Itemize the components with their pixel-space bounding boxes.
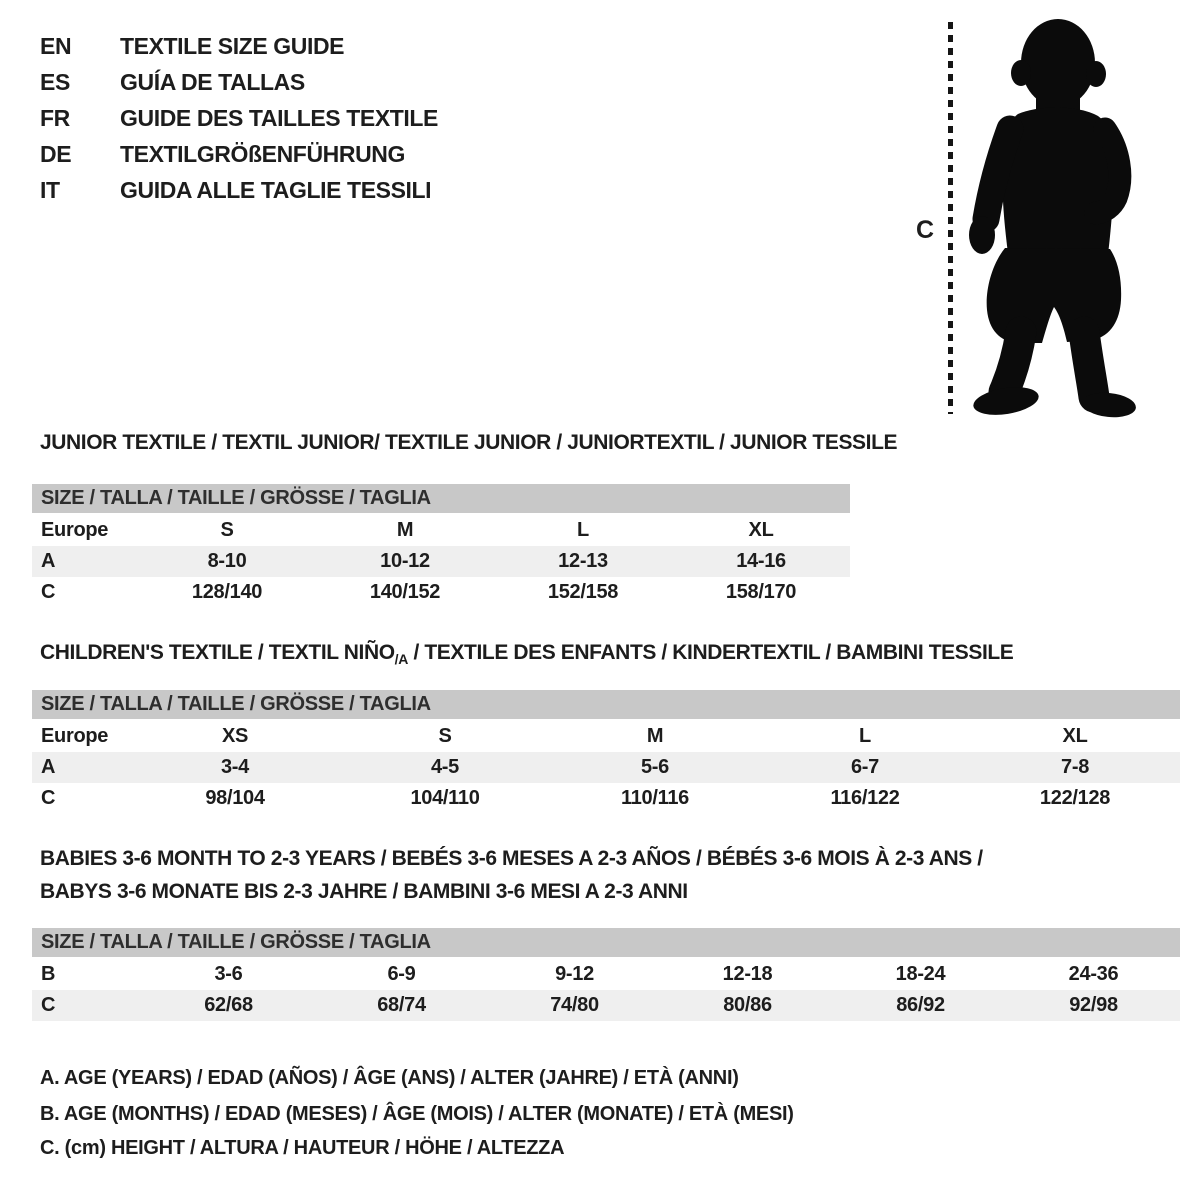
size-bar-label: SIZE / TALLA / TAILLE / GRÖSSE / TAGLIA: [32, 928, 1180, 959]
size-bar-row: SIZE / TALLA / TAILLE / GRÖSSE / TAGLIA: [32, 484, 851, 515]
table-cell: 110/116: [621, 787, 689, 809]
language-code: FR: [40, 105, 70, 131]
table-row: C 128/140 140/152 152/158 158/170: [32, 577, 850, 608]
language-title: GUÍA DE TALLAS: [120, 69, 305, 95]
table-cell: 104/110: [410, 787, 480, 809]
language-title: GUIDA ALLE TAGLIE TESSILI: [120, 177, 432, 203]
table-cell: 80/86: [661, 990, 834, 1021]
language-title: TEXTILGRÖßENFÜHRUNG: [120, 141, 405, 167]
table-cell: 3-6: [214, 963, 243, 985]
table-row: A 3-4 4-5 5-6 6-7 7-8: [32, 752, 1181, 783]
table-cell: 4-5: [340, 752, 550, 783]
junior-section-title: JUNIOR TEXTILE / TEXTIL JUNIOR/ TEXTILE …: [40, 431, 898, 454]
row-label: A: [32, 752, 130, 783]
col-header: XL: [748, 519, 774, 541]
col-header: M: [646, 725, 664, 747]
table-cell: 12-13: [494, 546, 672, 577]
note-age-months: B. AGE (MONTHS) / EDAD (MESES) / ÂGE (MO…: [40, 1103, 794, 1125]
note-height-cm: C. (cm) HEIGHT / ALTURA / HAUTEUR / HÖHE…: [40, 1137, 565, 1159]
table-cell: 122/128: [1039, 787, 1111, 809]
table-cell: 7-8: [970, 752, 1181, 783]
language-code: IT: [40, 177, 60, 203]
table-cell: 8-10: [138, 546, 316, 577]
size-bar-label: SIZE / TALLA / TAILLE / GRÖSSE / TAGLIA: [32, 690, 1181, 721]
table-cell: 92/98: [1007, 990, 1180, 1021]
table-cell: 18-24: [895, 963, 946, 985]
language-row: FR GUIDE DES TAILLES TEXTILE: [40, 105, 438, 141]
babies-section-title-line2: BABYS 3-6 MONATE BIS 2-3 JAHRE / BAMBINI…: [40, 880, 688, 903]
table-cell: 6-9: [387, 963, 416, 985]
table-cell: 10-12: [316, 546, 494, 577]
table-cell: 74/80: [488, 990, 661, 1021]
children-title-subscript: /A: [394, 651, 409, 667]
table-cell: 62/68: [142, 990, 315, 1021]
table-row: A 8-10 10-12 12-13 14-16: [32, 546, 851, 577]
size-bar-row: SIZE / TALLA / TAILLE / GRÖSSE / TAGLIA: [32, 690, 1181, 721]
babies-size-table: SIZE / TALLA / TAILLE / GRÖSSE / TAGLIA …: [32, 928, 1180, 1021]
col-header: XL: [1062, 725, 1088, 747]
table-row: C 98/104 104/110 110/116 116/122 122/128: [32, 783, 1180, 814]
row-label: C: [41, 787, 56, 809]
col-header: Europe: [41, 519, 109, 541]
table-cell: 140/152: [369, 581, 441, 603]
children-section-title: CHILDREN'S TEXTILE / TEXTIL NIÑO/A / TEX…: [40, 641, 1014, 667]
table-cell: 14-16: [672, 546, 851, 577]
language-code: EN: [40, 33, 72, 59]
language-title: TEXTILE SIZE GUIDE: [120, 33, 345, 59]
row-label: B: [41, 963, 56, 985]
toddler-silhouette-icon: [969, 19, 1136, 418]
children-title-text: CHILDREN'S TEXTILE / TEXTIL NIÑO: [40, 641, 395, 664]
language-row: DE TEXTILGRÖßENFÜHRUNG: [40, 141, 438, 177]
col-header: S: [220, 519, 234, 541]
table-cell: 68/74: [315, 990, 488, 1021]
table-cell: 6-7: [760, 752, 970, 783]
junior-size-table: SIZE / TALLA / TAILLE / GRÖSSE / TAGLIA …: [32, 484, 851, 608]
table-header-row: Europe XS S M L XL: [32, 720, 1180, 752]
col-header: L: [577, 519, 589, 541]
table-cell: 3-4: [130, 752, 340, 783]
col-header: L: [859, 725, 871, 747]
table-cell: 12-18: [722, 963, 773, 985]
row-label: A: [32, 546, 138, 577]
table-cell: 98/104: [205, 787, 265, 809]
language-row: IT GUIDA ALLE TAGLIE TESSILI: [40, 177, 438, 213]
table-cell: 9-12: [555, 963, 594, 985]
table-row: C 62/68 68/74 74/80 80/86 86/92 92/98: [32, 990, 1180, 1021]
row-label: C: [32, 990, 142, 1021]
language-row: EN TEXTILE SIZE GUIDE: [40, 33, 438, 69]
table-cell: 116/122: [830, 787, 900, 809]
language-row: ES GUÍA DE TALLAS: [40, 69, 438, 105]
size-bar-row: SIZE / TALLA / TAILLE / GRÖSSE / TAGLIA: [32, 928, 1180, 959]
language-title-list: EN TEXTILE SIZE GUIDE ES GUÍA DE TALLAS …: [40, 33, 438, 213]
size-bar-label: SIZE / TALLA / TAILLE / GRÖSSE / TAGLIA: [32, 484, 851, 515]
col-header: S: [438, 725, 452, 747]
table-cell: 158/170: [725, 581, 797, 603]
babies-section-title-line1: BABIES 3-6 MONTH TO 2-3 YEARS / BEBÉS 3-…: [40, 847, 983, 870]
table-cell: 86/92: [834, 990, 1007, 1021]
table-cell: 24-36: [1068, 963, 1119, 985]
children-size-table: SIZE / TALLA / TAILLE / GRÖSSE / TAGLIA …: [32, 690, 1181, 814]
height-measure-label: C: [916, 216, 935, 244]
table-row: B 3-6 6-9 9-12 12-18 18-24 24-36: [32, 958, 1180, 990]
col-header: XS: [221, 725, 249, 747]
language-code: ES: [40, 69, 70, 95]
note-age-years: A. AGE (YEARS) / EDAD (AÑOS) / ÂGE (ANS)…: [40, 1067, 739, 1089]
table-cell: 5-6: [550, 752, 760, 783]
table-cell: 152/158: [547, 581, 619, 603]
language-code: DE: [40, 141, 72, 167]
col-header: M: [396, 519, 414, 541]
table-cell: 128/140: [191, 581, 263, 603]
children-title-text: / TEXTILE DES ENFANTS / KINDERTEXTIL / B…: [408, 641, 1014, 664]
row-label: C: [41, 581, 56, 603]
height-dashed-line: [948, 22, 953, 414]
table-header-row: Europe S M L XL: [32, 514, 850, 546]
language-title: GUIDE DES TAILLES TEXTILE: [120, 105, 438, 131]
col-header: Europe: [41, 725, 109, 747]
